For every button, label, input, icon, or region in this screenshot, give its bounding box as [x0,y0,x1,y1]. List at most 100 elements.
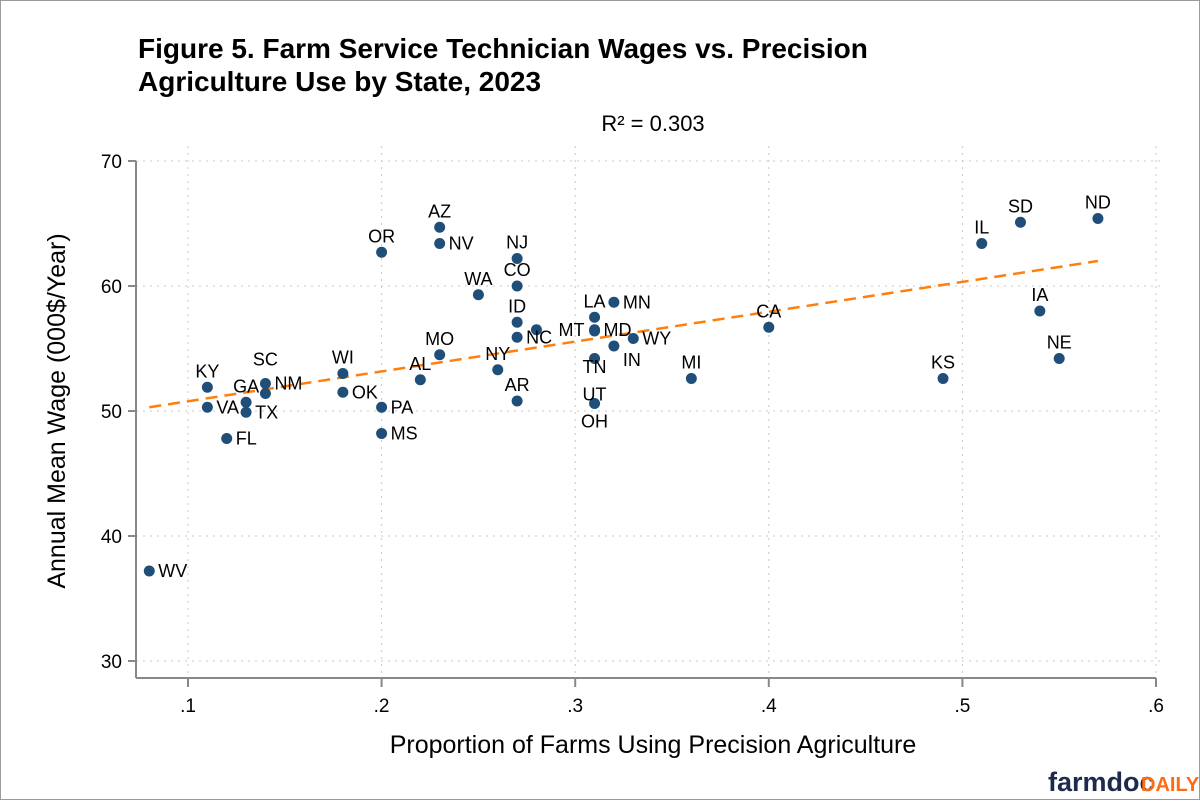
y-tick-label: 60 [101,277,122,298]
x-tick-label: .6 [1148,696,1164,717]
point-label-nc: NC [526,327,552,347]
gridlines [136,146,1161,678]
data-point-in [608,340,620,352]
axes: 30 40 50 60 70 .1 .2 .3 .4 .5 .6 [101,152,1164,717]
point-label-ut: UT [583,385,607,405]
data-point-oh [589,398,601,409]
chart-subtitle: R² = 0.303 [601,111,704,136]
point-label-tx: TX [255,402,278,422]
data-point-ok [337,386,349,398]
point-label-id: ID [508,296,526,316]
data-point-ny [492,364,504,376]
point-label-ca: CA [756,301,781,321]
point-label-ia: IA [1031,285,1048,305]
data-point-ky [201,381,213,393]
data-point-nm [259,378,271,389]
point-label-co: CO [504,260,531,280]
data-point-ut [589,353,601,364]
data-point-mi [685,373,697,384]
data-point-wi [337,368,349,379]
data-point-wa [472,289,484,301]
data-point-ia [1034,305,1046,317]
x-tick-label: .1 [180,696,196,717]
point-label-il: IL [974,218,989,238]
data-point-mn [608,296,620,308]
point-label-mo: MO [425,329,454,349]
data-point-la [589,311,601,323]
point-label-mn: MN [623,292,651,312]
data-point-ar [511,395,523,407]
point-label-wi: WI [332,348,354,368]
data-point-or [376,246,388,258]
point-label-ok: OK [352,382,378,402]
data-point-id [511,316,523,328]
data-point-wv [143,565,155,577]
point-label-sd: SD [1008,196,1033,216]
y-tick-label: 50 [101,402,122,423]
data-point-mo [434,349,446,361]
data-point-ms [376,428,388,439]
x-tick-label: .4 [761,696,777,717]
point-label-wy: WY [642,329,671,349]
point-label-ar: AR [505,375,530,395]
data-point-va [201,401,213,413]
data-point-ca [763,321,775,333]
point-label-mi: MI [681,353,701,373]
point-label-nm: NM [274,374,302,394]
point-label-fl: FL [236,429,257,449]
point-label-la: LA [584,291,606,311]
point-label-in: IN [623,350,641,370]
point-labels-group: WV KY VA FL GA TX NM SC WI OK OR PA MS AL AZ NV MO WA NY NJ… [158,193,1111,582]
y-tick-label: 40 [101,527,122,548]
point-label-az: AZ [428,201,451,221]
fit-line [149,259,1099,409]
data-point-sc [259,388,271,399]
x-tick-label: .5 [954,696,970,717]
data-point-nd [1092,213,1104,224]
point-label-ny: NY [485,344,510,364]
point-label-tn: TN [583,357,607,377]
farmdoc-logo: farmdoc DAILY [1048,767,1200,797]
point-label-ky: KY [195,361,219,381]
chart-title-line-2: Agriculture Use by State, 2023 [138,66,541,97]
point-label-nd: ND [1085,193,1111,213]
logo-main-text: farmdoc [1048,767,1155,797]
data-point-ne [1053,353,1065,364]
data-point-pa [376,401,388,413]
y-tick-label: 70 [101,152,122,173]
chart-title-line-1: Figure 5. Farm Service Technician Wages … [138,33,868,64]
data-point-nv [434,238,446,249]
data-point-fl [221,433,233,444]
x-tick-label: .2 [374,696,390,717]
point-label-sc: SC [253,350,278,370]
point-label-va: VA [216,397,239,417]
fit-line-group [149,259,1099,409]
point-label-wa: WA [464,269,492,289]
point-label-ne: NE [1047,333,1072,353]
point-label-oh: OH [581,412,608,432]
point-label-nv: NV [449,234,474,254]
data-point-ga [240,396,252,408]
x-axis-label: Proportion of Farms Using Precision Agri… [390,731,917,759]
data-point-ks [937,373,949,384]
y-tick-label: 30 [101,652,122,673]
y-axis-label: Annual Mean Wage (000$/Year) [43,233,71,588]
logo-accent-text: DAILY [1141,774,1200,796]
data-point-il [976,238,988,249]
point-label-nj: NJ [506,233,528,253]
point-label-pa: PA [391,397,414,417]
data-point-wy [627,333,639,344]
point-label-ks: KS [931,353,955,373]
points-group [143,213,1104,577]
point-label-al: AL [409,354,431,374]
point-label-wv: WV [158,561,187,581]
data-point-mt [530,324,542,336]
data-point-az [434,221,446,233]
data-point-nc [511,331,523,343]
point-label-md: MD [604,320,632,340]
data-point-sd [1014,216,1026,228]
point-label-ms: MS [391,424,418,444]
data-point-tn [589,325,601,337]
